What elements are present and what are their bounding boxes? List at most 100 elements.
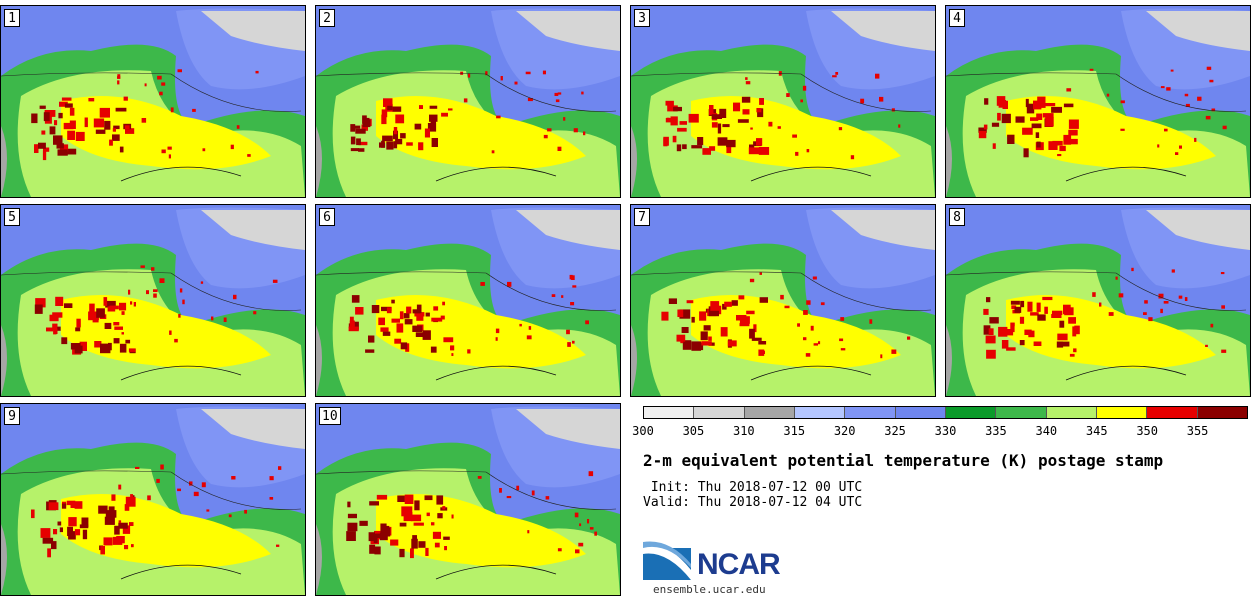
field-shape [1171, 269, 1175, 273]
field-shape [516, 409, 620, 449]
field-shape [400, 342, 408, 350]
field-shape [348, 326, 359, 332]
field-shape [988, 328, 994, 335]
colorbar-tick-label: 345 [1085, 424, 1108, 438]
field-shape [100, 546, 105, 555]
field-shape [631, 325, 637, 396]
field-shape [435, 365, 557, 381]
field-shape [703, 325, 711, 331]
field-shape [569, 274, 573, 280]
field-shape [998, 326, 1008, 337]
field-shape [745, 77, 748, 80]
field-shape [350, 124, 356, 132]
field-shape [1025, 98, 1029, 108]
field-shape [1001, 340, 1009, 349]
field-shape [1057, 154, 1062, 157]
field-shape [717, 123, 722, 134]
field-shape [53, 329, 58, 334]
field-shape [666, 117, 670, 122]
colorbar-swatch [895, 407, 946, 418]
init-time: Init: Thu 2018-07-12 00 UTC [643, 480, 863, 495]
field-shape [167, 146, 172, 150]
field-shape [114, 326, 123, 330]
field-shape [708, 336, 712, 341]
field-shape [1065, 365, 1187, 381]
field-shape [1148, 317, 1153, 322]
field-shape [406, 142, 413, 146]
field-shape [392, 106, 402, 112]
field-shape [813, 343, 818, 346]
field-shape [1035, 132, 1040, 138]
field-shape [131, 544, 134, 548]
field-shape [61, 96, 271, 170]
field-shape [1020, 300, 1025, 308]
field-shape [55, 296, 64, 306]
field-shape [223, 317, 227, 322]
field-shape [369, 544, 376, 554]
field-shape [230, 144, 234, 150]
field-shape [128, 289, 131, 295]
field-shape [316, 470, 487, 475]
member-label: 1 [4, 9, 20, 27]
field-shape [128, 348, 136, 352]
field-shape [427, 123, 437, 132]
field-shape [436, 495, 444, 505]
field-shape [424, 128, 430, 138]
field-shape [159, 278, 165, 283]
field-shape [1052, 310, 1063, 315]
field-shape [1160, 86, 1165, 89]
field-shape [399, 548, 405, 558]
field-shape [572, 285, 577, 288]
field-shape [121, 332, 124, 335]
field-shape [691, 145, 703, 149]
field-shape [231, 476, 236, 480]
field-shape [431, 317, 443, 322]
field-shape [516, 11, 620, 51]
field-shape [1026, 103, 1035, 114]
field-shape [1, 271, 172, 276]
field-shape [53, 529, 58, 535]
field-shape [168, 154, 171, 159]
field-shape [1170, 69, 1174, 72]
field-shape [1042, 296, 1053, 301]
field-shape [79, 341, 87, 351]
field-shape [418, 541, 426, 548]
field-shape [1033, 100, 1042, 110]
field-shape [404, 494, 414, 504]
field-shape [200, 281, 204, 284]
field-shape [1164, 128, 1168, 132]
colorbar-tick-label: 355 [1186, 424, 1209, 438]
field-shape [756, 138, 763, 146]
field-shape [1074, 325, 1080, 335]
field-shape [56, 143, 64, 149]
field-shape [986, 297, 991, 303]
field-shape [758, 147, 770, 155]
field-shape [946, 126, 952, 197]
field-shape [1063, 134, 1072, 145]
ncar-logo-text: NCAR [697, 548, 781, 581]
field-shape [583, 131, 586, 136]
field-shape [59, 144, 69, 152]
field-shape [1051, 106, 1062, 113]
field-shape [111, 494, 116, 501]
field-shape [1022, 127, 1033, 135]
field-shape [810, 325, 814, 331]
field-shape [371, 533, 381, 538]
field-shape [49, 126, 56, 135]
field-shape [38, 142, 46, 149]
field-shape [1045, 116, 1054, 127]
field-shape [1023, 148, 1029, 158]
field-shape [1108, 312, 1114, 316]
field-shape [840, 317, 845, 321]
field-shape [193, 491, 199, 497]
field-shape [1044, 306, 1048, 314]
field-shape [120, 166, 242, 182]
member-map [1, 6, 305, 197]
field-shape [1024, 329, 1032, 335]
field-shape [527, 530, 530, 534]
field-shape [879, 96, 884, 102]
field-shape [506, 496, 512, 499]
field-shape [412, 535, 417, 544]
field-shape [679, 309, 691, 319]
field-shape [1185, 103, 1190, 107]
